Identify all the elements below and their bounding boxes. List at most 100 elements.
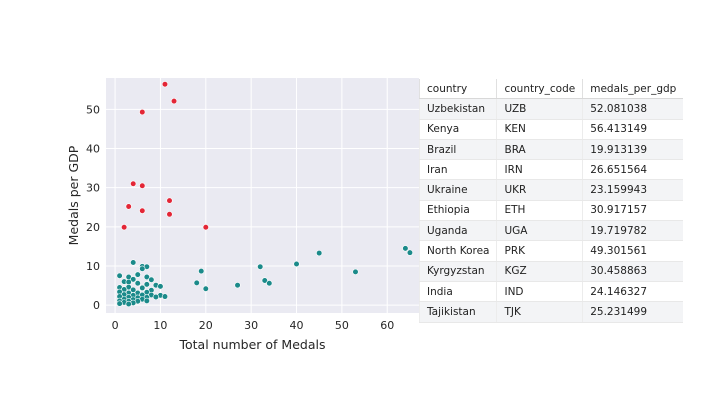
scatter-point — [161, 293, 169, 300]
table-cell: 19.913139 — [582, 139, 684, 161]
x-tick-label: 10 — [153, 319, 167, 332]
scatter-point — [316, 249, 323, 257]
table-cell: Kyrgyzstan — [418, 261, 497, 282]
data-points — [116, 81, 414, 308]
table-cell: Tajikistan — [418, 301, 497, 323]
scatter-point — [139, 284, 146, 292]
scatter-point — [134, 271, 141, 278]
table-cell: Uzbekistan — [418, 98, 497, 120]
tick-labels: 0 10 20 30 40 50 60 0 10 20 30 40 50 — [86, 103, 394, 332]
table-cell: UKR — [496, 179, 583, 201]
scatter-point — [143, 273, 150, 281]
y-tick-label: 20 — [86, 221, 100, 234]
x-tick-label: 60 — [380, 319, 394, 332]
table-cell: India — [418, 281, 497, 303]
scatter-point — [406, 249, 414, 256]
table-row: Uganda UGA 19.719782 — [418, 220, 684, 242]
table-cell: 30.458863 — [582, 261, 684, 282]
scatter-point — [198, 267, 205, 275]
scatter-point — [139, 108, 146, 116]
column-header-medals-per-gdp: medals_per_gdp — [582, 79, 684, 100]
scatter-point — [139, 182, 146, 189]
x-axis-label: Total number of Medals — [178, 337, 325, 352]
scatter-point — [125, 278, 132, 286]
scatter-point — [257, 263, 264, 270]
scatter-point — [170, 98, 178, 105]
scatter-point — [261, 277, 268, 284]
scatter-point — [130, 180, 137, 187]
table-cell: 25.231499 — [582, 301, 684, 323]
table-row: Ethiopia ETH 30.917157 — [418, 200, 684, 222]
table-cell: 19.719782 — [582, 220, 684, 242]
column-header-country-code: country_code — [496, 79, 583, 100]
scatter-point — [202, 224, 209, 231]
table-row: Uzbekistan UZB 52.081038 — [418, 98, 684, 120]
table-row: Kyrgyzstan KGZ 30.458863 — [418, 261, 684, 282]
table-cell: 49.301561 — [582, 240, 684, 262]
scatter-point — [116, 272, 123, 279]
table-row: Brazil BRA 19.913139 — [418, 139, 684, 161]
table-cell: 23.159943 — [582, 179, 684, 201]
table-cell: IRN — [496, 159, 583, 181]
table-cell: Iran — [418, 159, 497, 181]
y-tick-label: 40 — [86, 143, 100, 156]
scatter-point — [402, 245, 409, 252]
data-table: country country_code medals_per_gdp Uzbe… — [418, 79, 684, 323]
scatter-point — [143, 297, 150, 304]
table-cell: KEN — [496, 119, 583, 140]
table-cell: PRK — [496, 240, 583, 262]
scatter-point — [130, 276, 137, 283]
scatter-point — [166, 197, 173, 204]
y-tick-label: 50 — [86, 103, 100, 116]
table-cell: UZB — [496, 98, 583, 120]
y-tick-label: 0 — [93, 299, 100, 312]
scatter-point — [152, 293, 159, 301]
x-tick-label: 40 — [290, 319, 304, 332]
scatter-point — [266, 280, 273, 287]
x-tick-label: 50 — [335, 319, 349, 332]
scatter-point — [293, 260, 300, 268]
scatter-point — [139, 265, 146, 272]
table-header-row: country country_code medals_per_gdp — [418, 79, 684, 100]
table-row: Tajikistan TJK 25.231499 — [418, 301, 684, 323]
table-cell: Uganda — [418, 220, 497, 242]
table-cell: 24.146327 — [582, 281, 684, 303]
scatter-point — [161, 81, 169, 88]
x-tick-label: 0 — [112, 319, 119, 332]
table-cell: UGA — [496, 220, 583, 242]
scatter-point — [143, 281, 150, 288]
scatter-point — [157, 283, 164, 290]
table-cell: Brazil — [418, 139, 497, 161]
scatter-point — [193, 279, 200, 286]
table-cell: TJK — [496, 301, 583, 323]
scatter-point — [166, 211, 173, 218]
x-tick-label: 30 — [244, 319, 258, 332]
table-row: North Korea PRK 49.301561 — [418, 240, 684, 262]
scatter-point — [139, 207, 146, 214]
table-cell: KGZ — [496, 261, 583, 282]
table-row: Iran IRN 26.651564 — [418, 159, 684, 181]
scatter-point — [125, 300, 132, 308]
table-cell: BRA — [496, 139, 583, 161]
scatter-point — [352, 268, 359, 275]
table-cell: North Korea — [418, 240, 497, 262]
table-cell: 30.917157 — [582, 200, 684, 222]
scatter-point — [148, 276, 155, 283]
scatter-point — [116, 300, 123, 307]
table-row: India IND 24.146327 — [418, 281, 684, 303]
scatter-point — [234, 282, 241, 289]
scatter-point — [121, 224, 128, 231]
table-cell: Ukraine — [418, 179, 497, 201]
table-cell: Ethiopia — [418, 200, 497, 222]
grid-lines — [106, 78, 419, 313]
table-cell: 52.081038 — [582, 98, 684, 120]
y-tick-label: 30 — [86, 182, 100, 195]
table-cell: 56.413149 — [582, 119, 684, 140]
column-header-country: country — [418, 79, 497, 100]
scatter-point — [134, 280, 141, 287]
scatter-point — [130, 259, 137, 266]
plot-area — [106, 78, 419, 313]
table-cell: IND — [496, 281, 583, 303]
table-row: Ukraine UKR 23.159943 — [418, 179, 684, 201]
